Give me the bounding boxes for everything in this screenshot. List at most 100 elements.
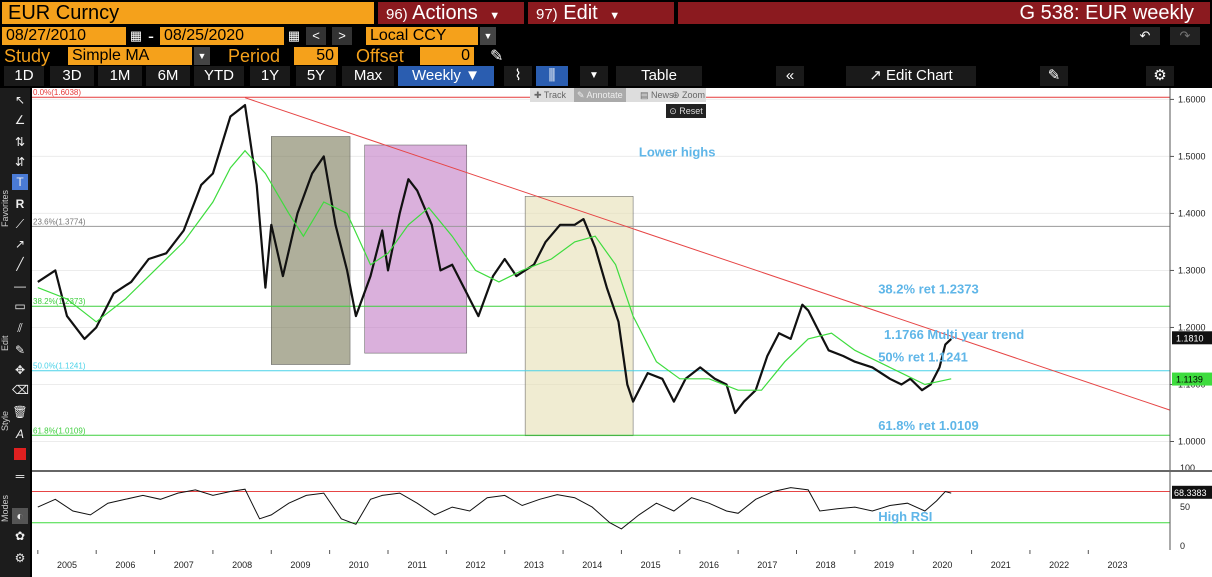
date-separator: - — [148, 26, 154, 46]
annotation-2: 1.1766 Multi year trend — [884, 327, 1024, 342]
collapse-icon[interactable]: « — [776, 66, 804, 86]
draw-icon[interactable]: ✎ — [1040, 66, 1068, 86]
currency-select[interactable]: Local CCY — [366, 27, 478, 45]
offset-input[interactable]: 0 — [420, 47, 474, 65]
table-button[interactable]: Table — [616, 66, 702, 86]
rsi-axis-bg — [1170, 472, 1212, 550]
x-tick-label-11: 2016 — [699, 560, 719, 570]
fib-ext-icon[interactable]: ⇵ — [14, 155, 26, 169]
actions-menu-button[interactable]: 96) Actions ▼ — [378, 2, 524, 24]
rsi-plot-bg — [32, 472, 1170, 550]
line-style-icon[interactable]: ═ — [15, 469, 25, 483]
edit-menu-button[interactable]: 97) Edit ▼ — [528, 2, 674, 24]
period-6m-button[interactable]: 6M — [146, 66, 190, 86]
chevron-down-icon[interactable]: ▼ — [580, 66, 608, 86]
last-ma-tag: 1.1139 — [1176, 375, 1203, 385]
ray-tool-icon[interactable]: R — [15, 197, 25, 211]
text-tool-icon[interactable]: T — [12, 174, 28, 190]
font-icon[interactable]: A — [15, 427, 24, 441]
redo-icon[interactable]: ↷ — [1170, 27, 1200, 45]
y-tick-label-6: 1.0000 — [1178, 436, 1206, 446]
calendar-icon[interactable]: ▦ — [286, 27, 302, 45]
last-ma-tag-bg — [1172, 372, 1212, 386]
x-tick-label-6: 2011 — [407, 560, 426, 570]
modes-icon[interactable]: ◐ — [12, 508, 28, 524]
next-period-button[interactable]: > — [332, 27, 352, 45]
prev-period-button[interactable]: < — [306, 27, 326, 45]
pen-icon[interactable]: ∠ — [14, 113, 26, 127]
period-1y-button[interactable]: 1Y — [250, 66, 290, 86]
chevron-down-icon: ▼ — [489, 10, 501, 22]
chart-canvas[interactable]: 0.0%(1.6038) 23.6%(1.3774) 38.2%(1.2373) 50… — [0, 86, 1212, 577]
track-button[interactable]: ✚ Track — [534, 90, 567, 100]
news-button[interactable]: ▤ News — [640, 90, 674, 100]
chevron-down-icon[interactable]: ▼ — [480, 27, 496, 45]
hline-icon[interactable]: — — [14, 279, 26, 293]
arrow-tool-icon[interactable]: ↗ — [14, 237, 26, 251]
annotate-button[interactable]: ✎ Annotate — [574, 88, 626, 102]
rsi-tick-label-1: 50 — [1180, 502, 1190, 512]
x-tick-label-10: 2015 — [641, 560, 661, 570]
trash-icon[interactable]: 🗑 — [12, 405, 28, 419]
x-tick-label-17: 2022 — [1049, 560, 1069, 570]
fib-tool-icon[interactable]: ⇅ — [14, 135, 26, 149]
period-5y-button[interactable]: 5Y — [296, 66, 336, 86]
x-tick-label-3: 2008 — [232, 560, 252, 570]
start-date-field[interactable]: 08/27/2010 — [2, 27, 126, 45]
period-1m-button[interactable]: 1M — [98, 66, 142, 86]
line-chart-icon[interactable]: ⌇ — [504, 66, 532, 86]
reset-button[interactable]: ⊙ Reset — [666, 104, 706, 118]
color-icon[interactable] — [12, 448, 28, 464]
period-ytd-button[interactable]: YTD — [194, 66, 244, 86]
eraser-icon[interactable]: ⌫ — [12, 383, 29, 397]
ticker-field[interactable]: EUR Curncy — [2, 2, 374, 24]
move-icon[interactable]: ✥ — [14, 363, 26, 377]
x-tick-label-4: 2009 — [290, 560, 310, 570]
chart-toolbar: 1D 3D 1M 6M YTD 1Y 5Y Max Weekly ▼ ⌇ ⫼ ▼… — [0, 66, 1212, 86]
channel2-icon[interactable]: ⫽ — [17, 321, 23, 335]
fib-label-3: 50.0%(1.1241) — [33, 362, 86, 371]
favorites-label: Favorites — [0, 189, 10, 227]
bar-chart-icon[interactable]: ⫼ — [536, 66, 568, 86]
chevron-down-icon[interactable]: ▼ — [194, 47, 210, 65]
period-1d-button[interactable]: 1D — [4, 66, 44, 86]
line-tool-icon[interactable]: ⟋ — [15, 217, 25, 231]
rsi-line — [37, 487, 952, 530]
edit-chart-button[interactable]: ↗ Edit Chart — [846, 66, 976, 86]
period-3d-button[interactable]: 3D — [50, 66, 94, 86]
annotation-0: Lower highs — [639, 144, 716, 159]
rsi-tick-label-2: 0 — [1180, 541, 1185, 551]
cursor-icon[interactable]: ↖ — [14, 93, 26, 107]
pencil-icon[interactable]: ✎ — [490, 48, 504, 65]
x-tick-label-1: 2006 — [115, 560, 135, 570]
period-max-button[interactable]: Max — [342, 66, 394, 86]
x-axis-bg — [32, 550, 1212, 577]
zoom-button[interactable]: ⊕ Zoom — [672, 90, 706, 100]
channel-icon[interactable]: ▭ — [14, 299, 26, 313]
rsi-tick-label-0: 100 — [1180, 463, 1195, 473]
style-label: Style — [0, 411, 10, 432]
rsi-panel: 100 50 0 68.3383 High RSI — [32, 463, 1212, 551]
y-tick-label-0: 1.6000 — [1178, 94, 1206, 104]
settings-icon[interactable]: ⚙ — [14, 551, 26, 565]
main-y-axis: 1.60001.50001.40001.30001.20001.10001.00… — [1169, 88, 1212, 470]
brush-icon[interactable]: ╱ — [16, 257, 24, 271]
period-input[interactable]: 50 — [294, 47, 338, 65]
header-bar: EUR Curncy 96) Actions ▼ 97) Edit ▼ G 53… — [0, 0, 1212, 26]
gear-icon[interactable]: ⚙ — [1146, 66, 1174, 86]
frequency-select[interactable]: Weekly ▼ — [398, 66, 494, 86]
actions-number: 96) — [386, 6, 408, 23]
y-tick-label-2: 1.4000 — [1178, 208, 1206, 218]
ma-series — [37, 149, 952, 391]
palette-icon[interactable]: ✿ — [14, 529, 26, 543]
study-select[interactable]: Simple MA — [68, 47, 192, 65]
x-tick-label-2: 2007 — [174, 560, 194, 570]
chart-icon: ↗ — [869, 67, 882, 84]
calendar-icon[interactable]: ▦ — [128, 27, 144, 45]
price-line — [37, 104, 952, 415]
end-date-field[interactable]: 08/25/2020 — [160, 27, 284, 45]
draw-icon[interactable]: ✎ — [14, 343, 26, 357]
y-tick-label-3: 1.3000 — [1178, 265, 1206, 275]
annotation-3: 50% ret 1.1241 — [878, 350, 968, 365]
undo-icon[interactable]: ↶ — [1130, 27, 1160, 45]
